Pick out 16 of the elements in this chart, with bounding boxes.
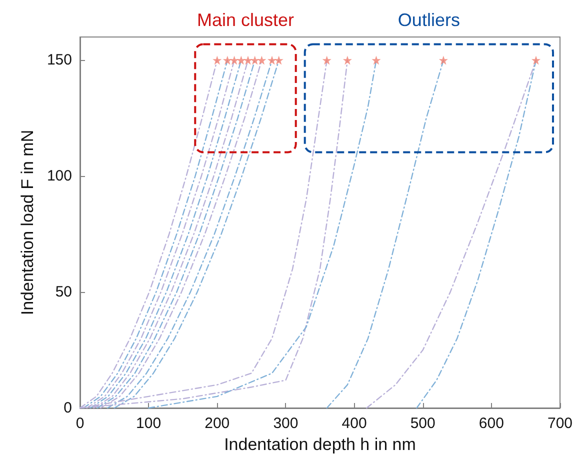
text: Outliers xyxy=(398,10,460,30)
x-tick-label: 200 xyxy=(204,415,230,432)
x-tick-label: 600 xyxy=(478,415,504,432)
x-tick-label: 400 xyxy=(342,415,367,432)
text: Main cluster xyxy=(196,10,294,30)
y-axis-title: Indentation load F in mN xyxy=(18,130,38,316)
y-tick-label: 0 xyxy=(64,400,72,416)
x-tick-label: 500 xyxy=(410,415,436,432)
y-tick-label: 100 xyxy=(46,168,72,185)
y-tick-label: 150 xyxy=(46,52,72,69)
x-tick-label: 300 xyxy=(273,415,298,432)
y-tick-label: 50 xyxy=(55,284,72,301)
x-tick-label: 100 xyxy=(136,415,162,432)
x-tick-label: 700 xyxy=(547,415,573,432)
x-axis-title: Indentation depth h in nm xyxy=(224,434,416,454)
x-tick-label: 0 xyxy=(76,415,84,432)
